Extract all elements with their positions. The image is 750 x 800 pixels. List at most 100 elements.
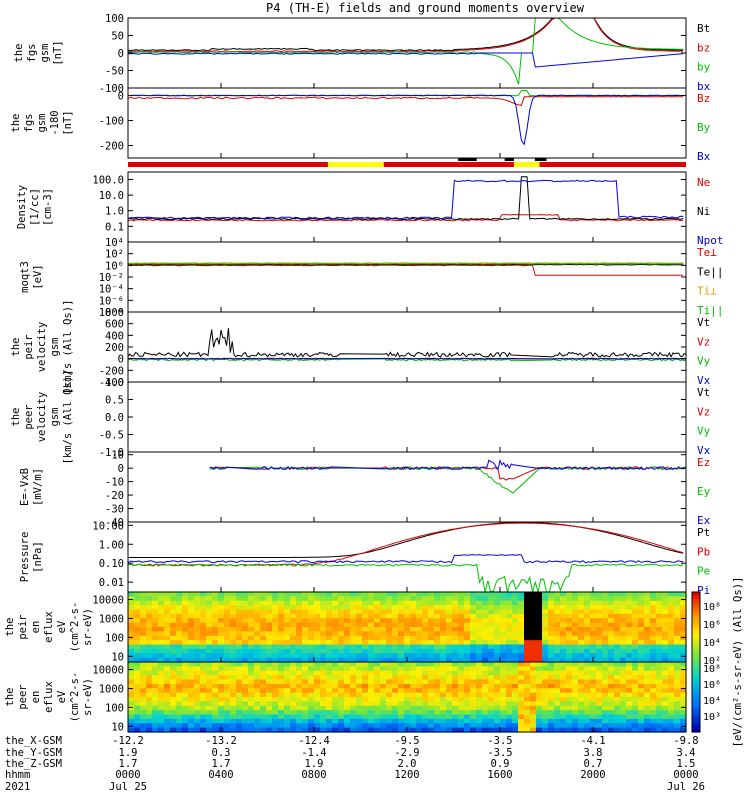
spectrogram-cell (536, 640, 543, 646)
spectrogram-cell (362, 688, 369, 694)
spectrogram-cell (416, 710, 423, 716)
spectrogram-cell (356, 683, 363, 689)
spectrogram-cell (146, 644, 153, 650)
spectrogram-cell (242, 727, 249, 733)
status-marker (504, 158, 514, 161)
spectrogram-cell (182, 675, 189, 681)
spectrogram-cell (668, 618, 675, 624)
spectrogram-cell (512, 609, 519, 615)
spectrogram-cell (272, 609, 279, 615)
spectrogram-cell (272, 627, 279, 632)
y-tick-label: 400 (105, 330, 124, 342)
spectrogram-cell (392, 670, 399, 676)
spectrogram-cell (284, 592, 291, 597)
spectrogram-cell (620, 714, 627, 720)
spectrogram-cell (374, 692, 381, 698)
spectrogram-cell (302, 697, 309, 702)
spectrogram-cell (242, 631, 249, 637)
spectrogram-cell (536, 592, 543, 597)
spectrogram-cell (290, 714, 297, 720)
spectrogram-cell (464, 653, 471, 659)
spectrogram-cell (548, 644, 555, 650)
spectrogram-cell (368, 622, 375, 628)
spectrogram-cell (440, 701, 447, 707)
spectrogram-cell (182, 622, 189, 628)
spectrogram-cell (242, 644, 249, 650)
spectrogram-cell (338, 622, 345, 628)
spectrogram-cell (404, 683, 411, 689)
spectrogram-cell (554, 635, 561, 641)
spectrogram-cell (128, 653, 135, 659)
spectrogram-cell (626, 670, 633, 676)
spectrogram-cell (254, 622, 261, 628)
spectrogram-cell (374, 662, 381, 667)
spectrogram-cell (620, 613, 627, 619)
spectrogram-cell (146, 697, 153, 702)
spectrogram-cell (542, 701, 549, 707)
spectrogram-cell (656, 631, 663, 637)
spectrogram-cell (476, 618, 483, 624)
spectrogram-cell (662, 592, 669, 597)
spectrogram-cell (368, 653, 375, 659)
spectrogram-cell (320, 714, 327, 720)
spectrogram-cell (632, 635, 639, 641)
spectrogram-cell (386, 657, 393, 663)
spectrogram-cell (374, 657, 381, 663)
spectrogram-cell (332, 718, 339, 724)
spectrogram-cell (344, 613, 351, 619)
spectrogram-cell (284, 718, 291, 724)
spectrogram-cell (350, 640, 357, 646)
spectrogram-cell (314, 622, 321, 628)
spectrogram-cell (494, 640, 501, 646)
spectrogram-cell (272, 613, 279, 619)
spectrogram-cell (560, 662, 567, 667)
spectrogram-cell (344, 605, 351, 611)
series-line-Pb (128, 522, 684, 567)
spectrogram-cell (332, 613, 339, 619)
spectrogram-cell (524, 648, 531, 654)
spectrogram-cell (272, 670, 279, 676)
spectrogram-cell (314, 688, 321, 694)
spectrogram-cell (152, 688, 159, 694)
spectrogram-cell (482, 670, 489, 676)
spectrogram-cell (680, 688, 687, 694)
spectrogram-cell (674, 697, 681, 702)
spectrogram-cell (350, 662, 357, 667)
spectrogram-cell (662, 697, 669, 702)
spectrogram-cell (476, 609, 483, 615)
spectrogram-cell (410, 705, 417, 711)
spectrogram-cell (458, 622, 465, 628)
spectrogram-cell (650, 666, 657, 672)
spectrogram-cell (536, 609, 543, 615)
spectrogram-cell (314, 675, 321, 681)
spectrogram-cell (524, 714, 531, 720)
spectrogram-cell (452, 618, 459, 624)
spectrogram-cell (620, 675, 627, 681)
spectrogram-cell (482, 631, 489, 637)
spectrogram-cell (608, 609, 615, 615)
spectrogram-cell (320, 657, 327, 663)
spectrogram-cell (614, 718, 621, 724)
spectrogram-cell (668, 683, 675, 689)
spectrogram-cell (200, 592, 207, 597)
spectrogram-cell (458, 666, 465, 672)
spectrogram-cell (350, 592, 357, 597)
spectrogram-cell (128, 592, 135, 597)
spectrogram-cell (668, 662, 675, 667)
spectrogram-cell (278, 701, 285, 707)
spectrogram-cell (398, 723, 405, 729)
spectrogram-cell (320, 609, 327, 615)
spectrogram-cell (206, 609, 213, 615)
spectrogram-cell (260, 727, 267, 733)
spectrogram-cell (422, 648, 429, 654)
spectrogram-cell (128, 622, 135, 628)
spectrogram-cell (590, 627, 597, 632)
spectrogram-cell (194, 648, 201, 654)
spectrogram-cell (620, 653, 627, 659)
spectrogram-cell (230, 697, 237, 702)
spectrogram-cell (536, 666, 543, 672)
spectrogram-cell (188, 688, 195, 694)
y-tick-label: 100.0 (92, 174, 124, 186)
spectrogram-cell (218, 714, 225, 720)
spectrogram-cell (188, 662, 195, 667)
